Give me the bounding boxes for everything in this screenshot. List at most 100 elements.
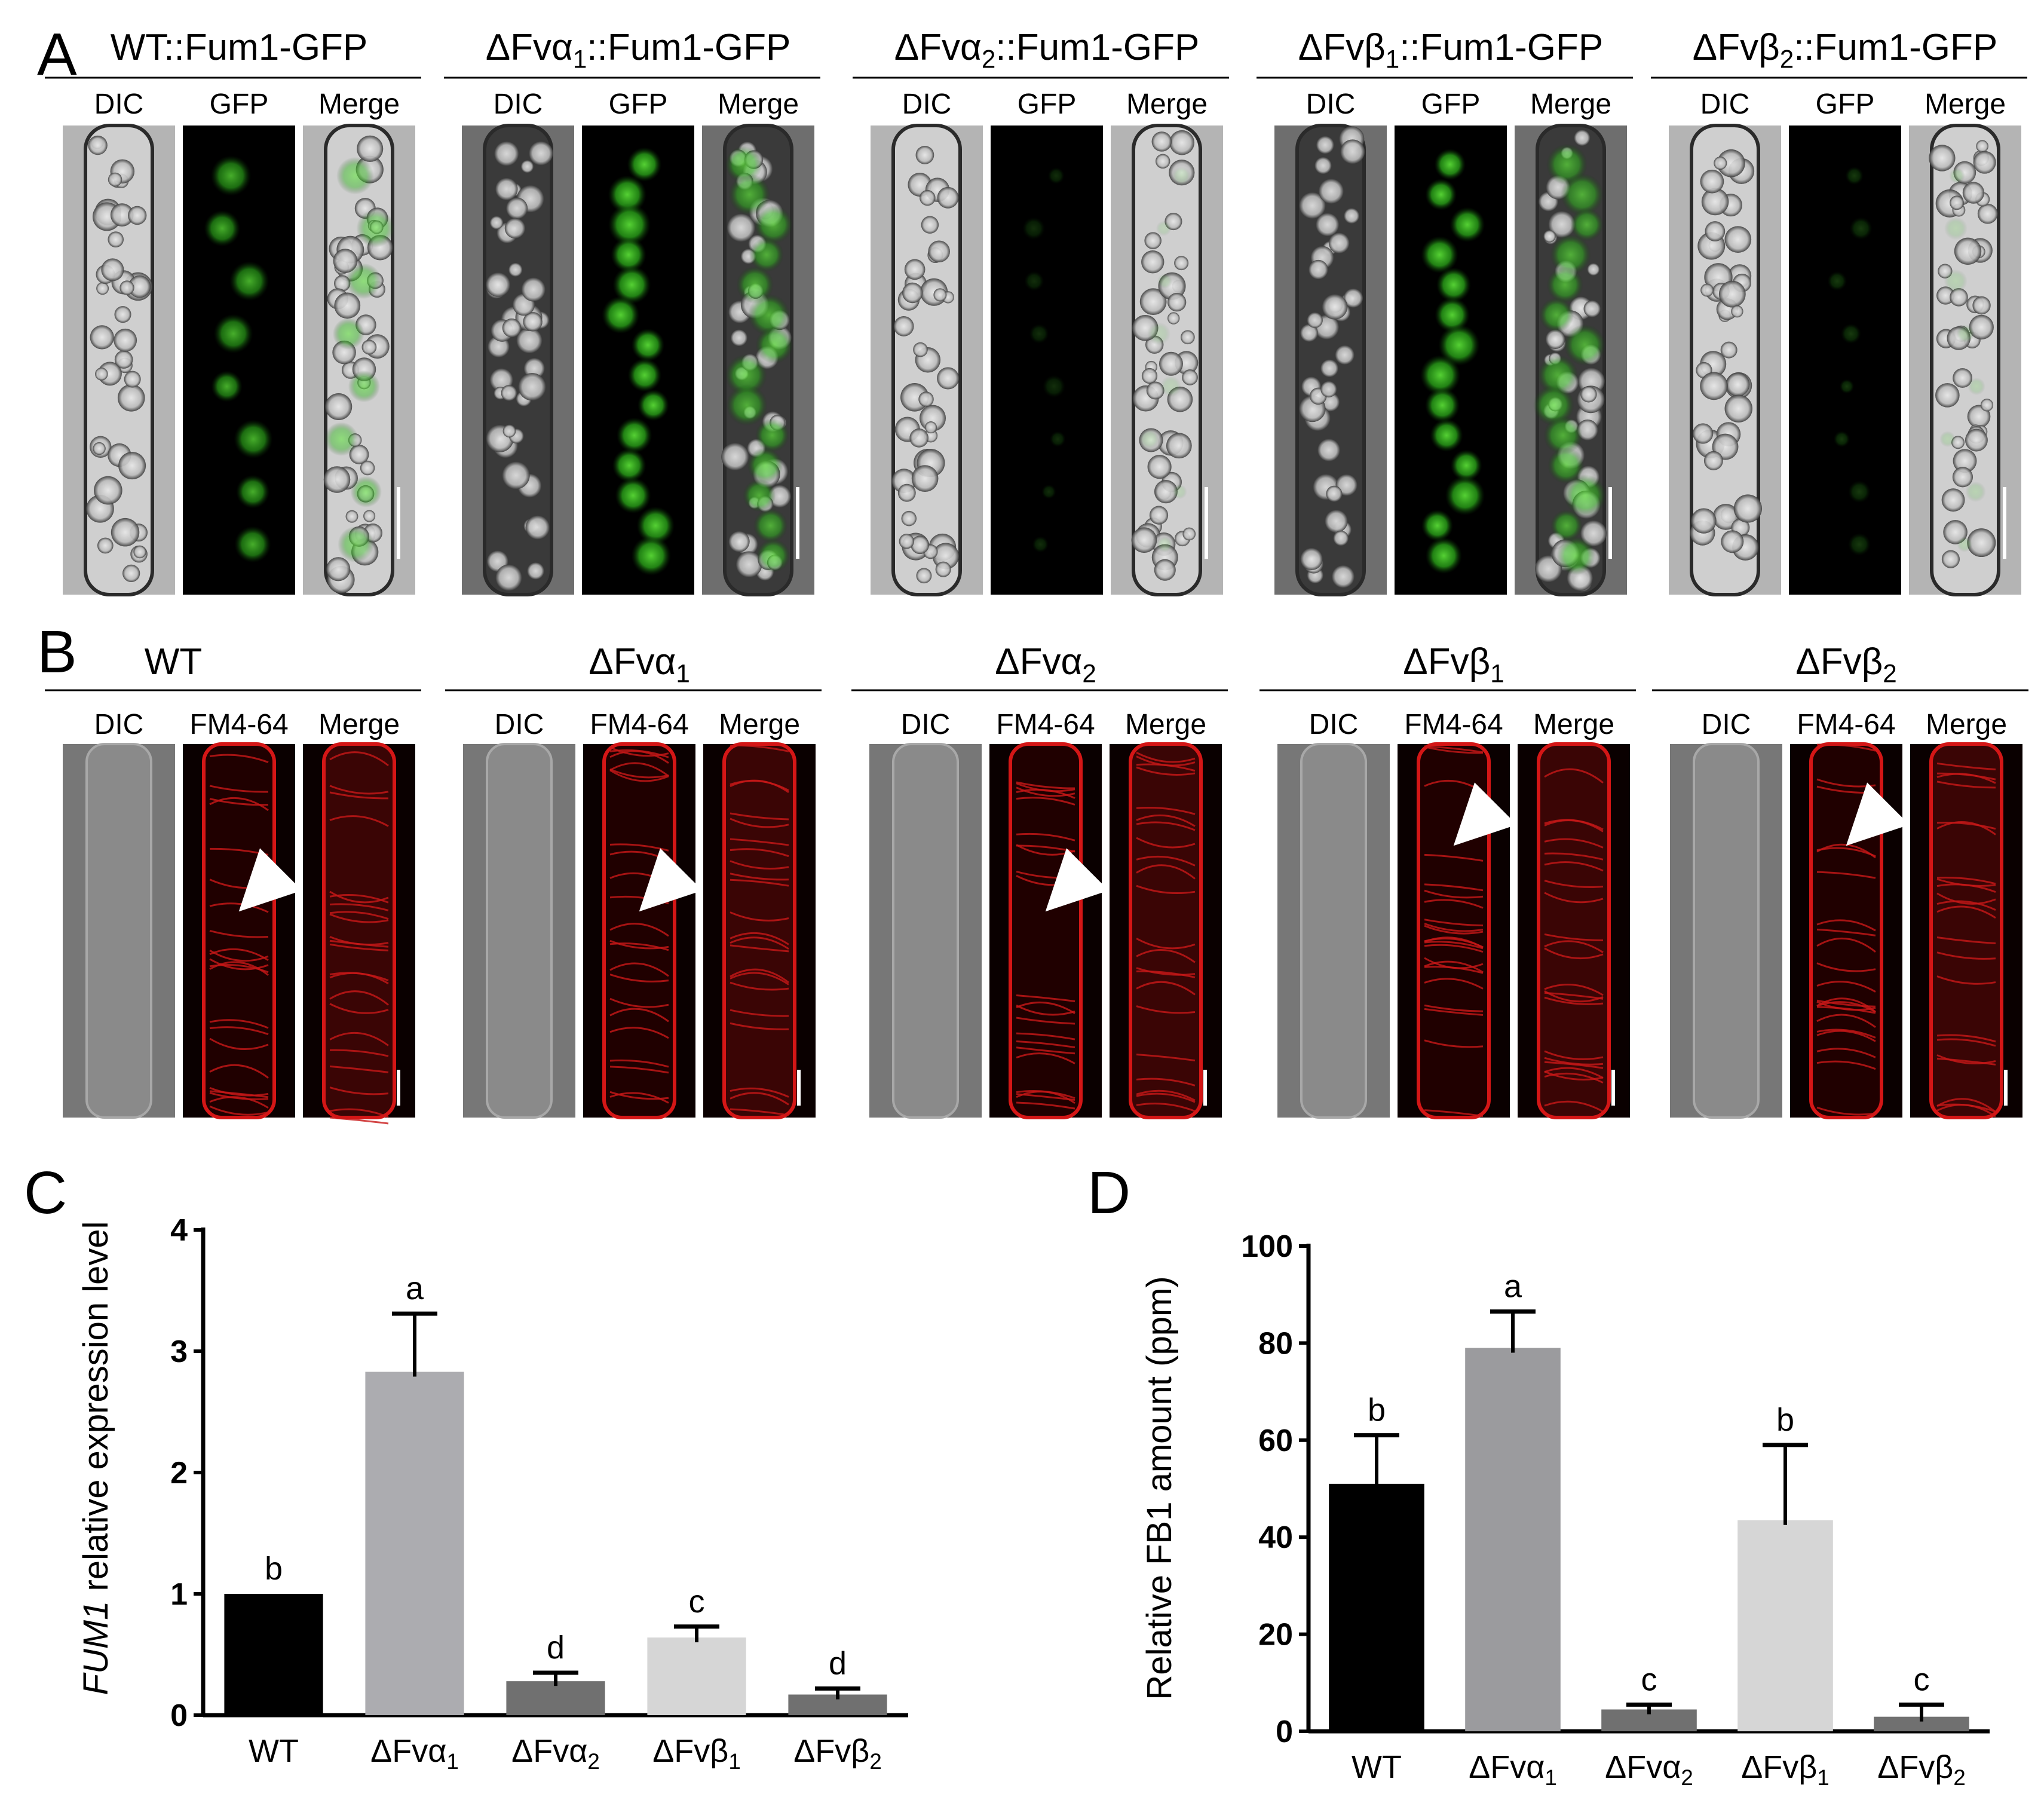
- membrane-fiber: [209, 1092, 269, 1100]
- panel-b-letter: B: [37, 619, 77, 685]
- membrane-fiber: [1544, 1070, 1604, 1080]
- vacuole: [1583, 300, 1601, 317]
- membrane-fiber: [1424, 941, 1484, 950]
- vacuole: [1721, 530, 1744, 553]
- gfp-spot: [1564, 474, 1607, 517]
- membrane-fiber: [1424, 944, 1484, 953]
- membrane-fiber: [609, 1091, 669, 1100]
- channel-label: DIC: [901, 709, 951, 740]
- membrane-fiber: [1136, 1103, 1196, 1112]
- channel-label: DIC: [1309, 709, 1359, 740]
- membrane-fiber: [730, 1108, 789, 1116]
- membrane-fiber: [609, 962, 669, 977]
- vacuole: [111, 518, 140, 547]
- vacuole: [360, 460, 375, 476]
- gfp-spot: [1845, 166, 1864, 185]
- gfp-spot: [210, 155, 252, 196]
- membrane-fiber: [209, 1086, 269, 1097]
- gfp-spot: [1949, 167, 1965, 184]
- vacuole: [1580, 386, 1597, 403]
- vacuole: [1973, 151, 1996, 174]
- vacuole: [1976, 140, 1988, 152]
- vacuole: [357, 135, 384, 162]
- hypha-outline: [892, 743, 959, 1119]
- gfp-spot: [1436, 267, 1472, 302]
- membrane-fiber: [1816, 997, 1876, 1013]
- channel-label: Merge: [1926, 709, 2007, 740]
- y-tick-label: 2: [170, 1456, 188, 1490]
- vacuole: [1718, 280, 1746, 308]
- y-axis-label-rest: relative expression level: [76, 1222, 115, 1601]
- vacuole: [1326, 485, 1343, 502]
- vacuole: [520, 160, 534, 173]
- vacuole: [506, 197, 528, 219]
- x-tick-label: ΔFvβ1: [1741, 1749, 1830, 1790]
- vacuole: [1141, 250, 1165, 274]
- membrane-fiber: [1424, 899, 1484, 909]
- membrane-fiber: [1936, 900, 1996, 911]
- x-tick-label: ΔFvβ2: [1877, 1749, 1966, 1790]
- vacuole: [935, 561, 951, 577]
- gfp-spot: [612, 265, 651, 304]
- gfp-spot: [356, 209, 395, 248]
- vacuole: [1318, 179, 1344, 204]
- gfp-spot: [1424, 387, 1460, 423]
- membrane-fiber: [609, 923, 669, 937]
- vacuole: [899, 534, 914, 549]
- membrane-fiber: [730, 878, 789, 887]
- vacuole: [508, 262, 523, 277]
- vacuole: [1950, 195, 1964, 210]
- vacuole: [108, 172, 122, 187]
- gfp-spot: [1570, 208, 1604, 241]
- membrane-fiber: [730, 873, 789, 881]
- vacuole: [1159, 351, 1183, 376]
- vacuole: [736, 551, 762, 578]
- hypha-membrane: [1929, 742, 2003, 1119]
- vacuole: [128, 206, 147, 225]
- membrane-fiber: [1016, 1091, 1075, 1104]
- vacuole: [924, 421, 937, 434]
- vacuole: [504, 218, 526, 239]
- gfp-spot: [1047, 167, 1065, 185]
- gfp-spot: [725, 146, 762, 183]
- gfp-spot: [631, 328, 665, 362]
- vacuole: [1962, 182, 1985, 204]
- membrane-fiber: [209, 949, 269, 962]
- x-tick-label: ΔFvα1: [1469, 1749, 1557, 1790]
- membrane-fiber: [329, 1065, 389, 1073]
- gfp-spot: [755, 418, 789, 452]
- x-tick-label: WT: [1352, 1749, 1402, 1785]
- gfp-spot: [234, 526, 271, 563]
- membrane-fiber: [329, 785, 389, 795]
- membrane-fiber: [329, 1116, 389, 1125]
- membrane-fiber: [1136, 970, 1196, 978]
- membrane-fiber: [1816, 1030, 1876, 1042]
- membrane-fiber: [1016, 1101, 1075, 1110]
- gfp-spot: [1049, 431, 1066, 448]
- membrane-fiber: [1136, 1005, 1196, 1014]
- membrane-fiber: [209, 1064, 269, 1079]
- y-tick-label: 20: [1258, 1618, 1293, 1652]
- vacuole: [1320, 381, 1337, 397]
- membrane-fiber: [209, 785, 269, 793]
- gfp-spot: [749, 237, 784, 273]
- gfp-spot: [753, 508, 788, 543]
- channel-label: Merge: [1125, 709, 1206, 740]
- panel-b-strain-title: ΔFvα1: [589, 641, 690, 688]
- vacuole: [921, 216, 939, 234]
- vacuole: [1977, 203, 1998, 224]
- gfp-spot: [211, 371, 243, 402]
- vacuole: [1167, 312, 1180, 325]
- vacuole: [1724, 226, 1752, 253]
- membrane-fiber: [609, 768, 669, 779]
- arrow-icon: [238, 848, 302, 912]
- vacuole: [117, 384, 145, 412]
- gfp-spot: [1157, 273, 1173, 289]
- channel-label: Merge: [318, 709, 400, 740]
- gfp-spot: [324, 422, 358, 457]
- membrane-fiber: [1936, 780, 1996, 789]
- vacuole: [920, 189, 936, 206]
- membrane-fiber: [730, 838, 789, 846]
- vacuole: [1149, 506, 1169, 525]
